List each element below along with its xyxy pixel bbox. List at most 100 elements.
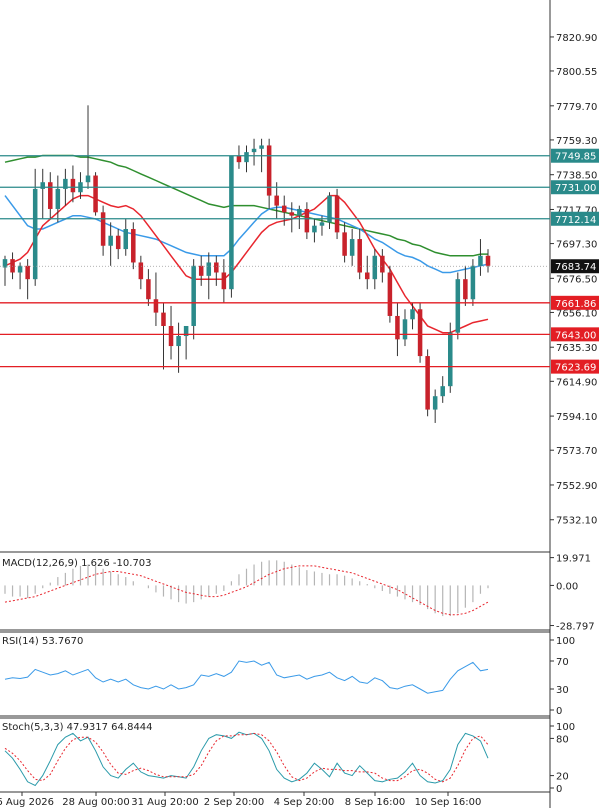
candle: [115, 229, 121, 260]
price-tick-label: 7594.10: [556, 412, 597, 423]
candle-body: [417, 309, 423, 357]
candle-body: [342, 232, 347, 256]
price-tick-label: 7532.10: [556, 516, 597, 527]
candle-body: [161, 312, 166, 326]
price-tick-label: 7552.90: [556, 481, 597, 492]
candle: [32, 168, 38, 286]
candle: [448, 322, 453, 393]
candle-body: [108, 235, 113, 246]
stoch-label: Stoch(5,3,3) 47.9317 64.8444: [2, 722, 153, 733]
stoch-d-line: [4, 732, 489, 783]
candle-body: [229, 155, 234, 290]
candle: [146, 269, 151, 306]
level-label-box: [551, 327, 599, 342]
level-label-box: [551, 295, 599, 310]
candle: [85, 105, 91, 189]
candle-body: [10, 259, 15, 273]
candle-body: [32, 188, 38, 280]
candle: [349, 229, 355, 266]
candle-body: [17, 265, 23, 273]
stoch-k-line: [4, 731, 489, 787]
macd-tick-label: 0.00: [556, 581, 578, 592]
candle: [395, 302, 400, 357]
x-tick-label: 8 Sep 16:00: [345, 797, 405, 808]
candle: [214, 255, 219, 286]
price-tick-label: 7820.90: [556, 33, 597, 44]
candle: [364, 255, 370, 290]
candle-body: [251, 148, 257, 153]
candle: [108, 222, 113, 266]
stoch-tick-label: 0: [556, 784, 562, 795]
candle-body: [380, 255, 385, 273]
candle-body: [198, 265, 204, 276]
candle-body: [93, 175, 98, 213]
candle: [266, 138, 272, 209]
price-tick-label: 7614.90: [556, 377, 597, 388]
candle: [70, 165, 76, 203]
candle: [123, 218, 129, 256]
level-label: 7712.14: [555, 215, 596, 226]
candle: [380, 249, 385, 283]
candle-body: [214, 262, 219, 273]
candle: [440, 376, 445, 403]
macd-tick-label: -28.797: [556, 622, 595, 633]
candle: [221, 259, 227, 303]
stoch-tick-label: 80: [556, 734, 569, 745]
price-tick-label: 7656.10: [556, 308, 597, 319]
candle: [161, 302, 166, 370]
macd-label: MACD(12,26,9) 1.626 -10.703: [2, 558, 152, 569]
stoch-tick-label: 20: [556, 772, 569, 783]
candle: [244, 145, 249, 173]
candle: [342, 222, 347, 263]
candle-body: [334, 195, 340, 233]
price-tick-label: 7759.30: [556, 136, 597, 147]
candle-body: [274, 195, 279, 206]
candle: [138, 255, 144, 290]
candle-body: [319, 222, 325, 226]
x-tick-label: 31 Aug 20:00: [131, 797, 198, 808]
rsi-tick-label: 100: [556, 636, 575, 647]
candle: [55, 175, 61, 223]
candle: [10, 252, 15, 280]
candle: [191, 259, 196, 340]
candle: [131, 222, 136, 270]
candle-body: [153, 299, 159, 313]
candle: [312, 218, 317, 243]
candle: [357, 229, 362, 280]
candle-body: [297, 208, 302, 216]
price-tick-label: 7717.70: [556, 205, 597, 216]
candle-body: [55, 188, 61, 209]
level-label: 7643.00: [555, 330, 596, 341]
level-label: 7623.69: [555, 363, 596, 374]
candle-body: [357, 239, 362, 273]
candle: [183, 325, 189, 360]
candle: [425, 349, 430, 417]
candle: [327, 192, 332, 230]
candle: [410, 302, 415, 330]
candle-body: [236, 155, 242, 163]
candle: [372, 249, 378, 290]
candle-body: [364, 272, 370, 280]
candle: [478, 239, 483, 276]
candle: [206, 252, 212, 300]
candle-body: [440, 386, 445, 397]
candle-body: [281, 205, 287, 213]
candle-body: [176, 336, 181, 347]
current-price-box: [551, 259, 599, 274]
candle: [17, 262, 23, 290]
current-price-label: 7683.74: [555, 262, 596, 273]
candle: [417, 302, 423, 363]
candle: [236, 145, 242, 169]
candle-body: [206, 262, 212, 276]
candle-body: [63, 178, 68, 189]
ema-red-line: [4, 194, 489, 334]
candle-body: [244, 152, 249, 163]
candle-body: [402, 319, 408, 340]
rsi-tick-label: 70: [556, 657, 569, 668]
candle: [470, 259, 476, 306]
price-tick-label: 7573.70: [556, 446, 597, 457]
level-label: 7749.85: [555, 152, 596, 163]
candle-body: [387, 272, 393, 316]
